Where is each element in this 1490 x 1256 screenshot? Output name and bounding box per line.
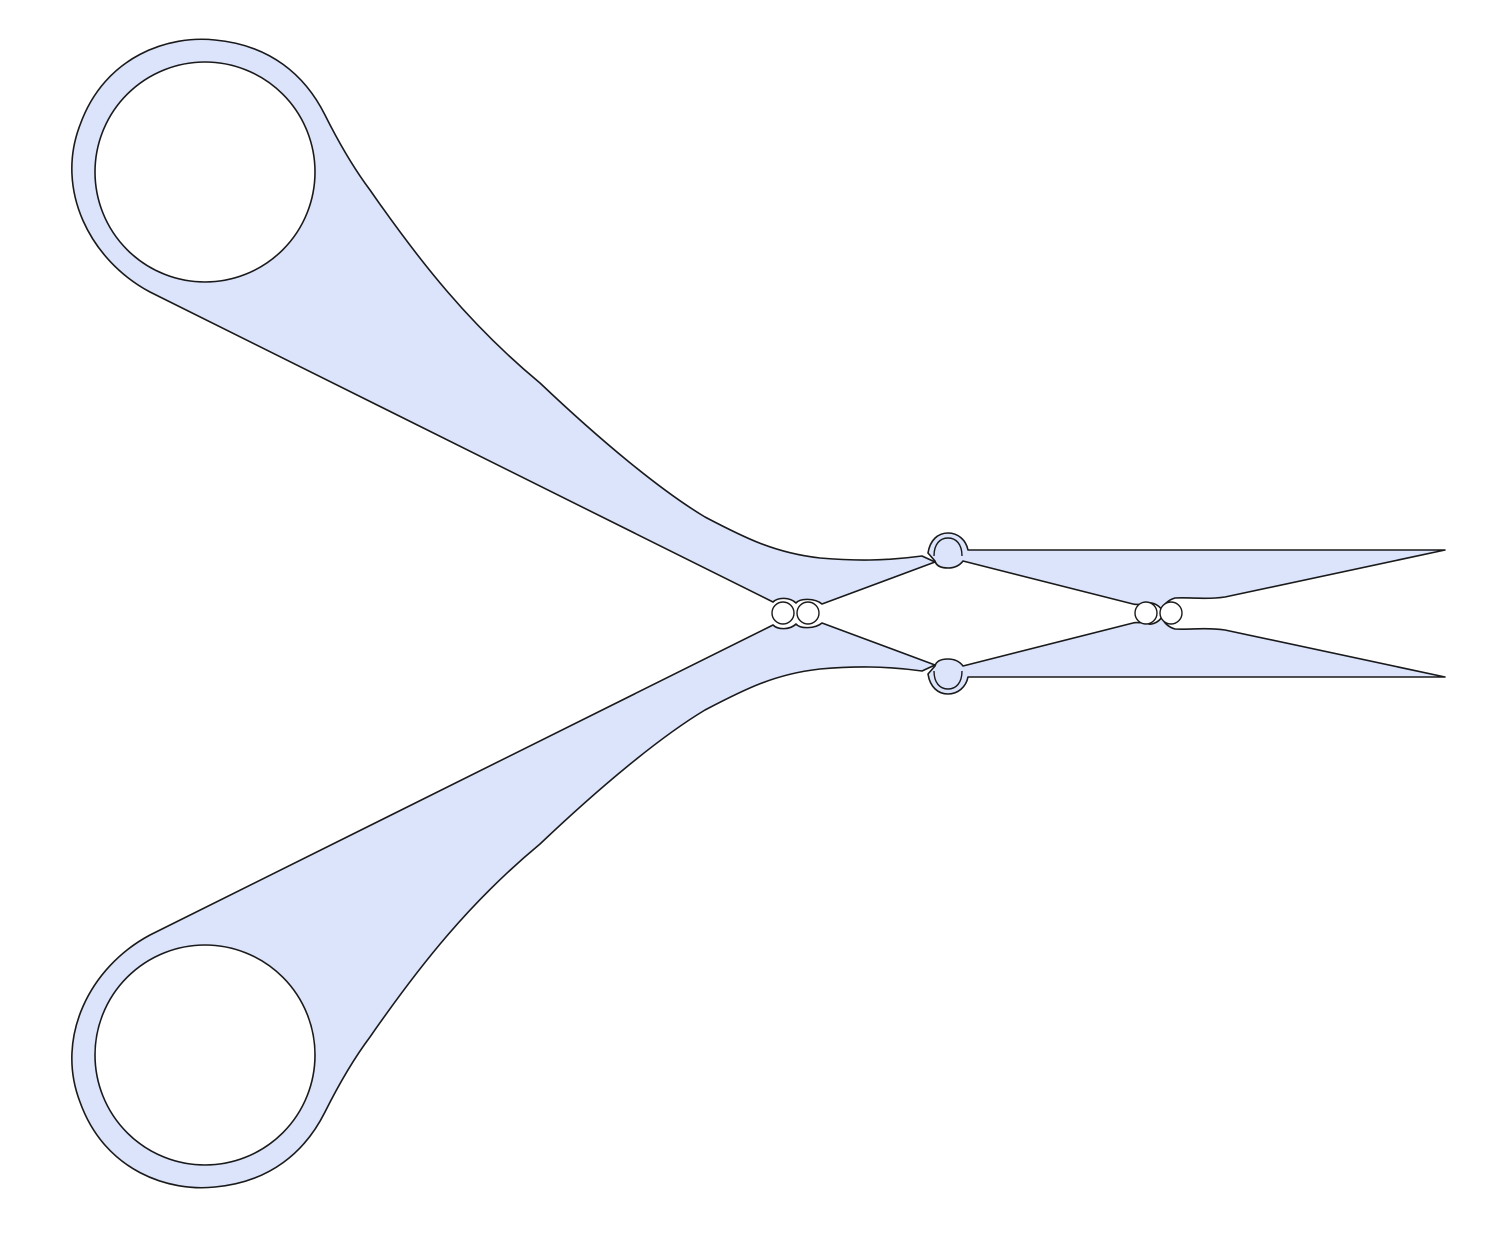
right-joint-hole-b xyxy=(1159,601,1183,625)
upper-pivot-rim xyxy=(933,537,963,557)
left-joint-hole-a xyxy=(771,601,795,625)
lower-pivot-rim xyxy=(933,670,963,690)
right-joint-hole-a xyxy=(1134,601,1158,625)
upper-finger-hole xyxy=(94,61,316,283)
lower-finger-hole xyxy=(94,944,316,1166)
lower-blade xyxy=(927,616,1446,695)
left-joint-hole-b xyxy=(796,601,820,625)
upper-blade xyxy=(927,532,1446,611)
